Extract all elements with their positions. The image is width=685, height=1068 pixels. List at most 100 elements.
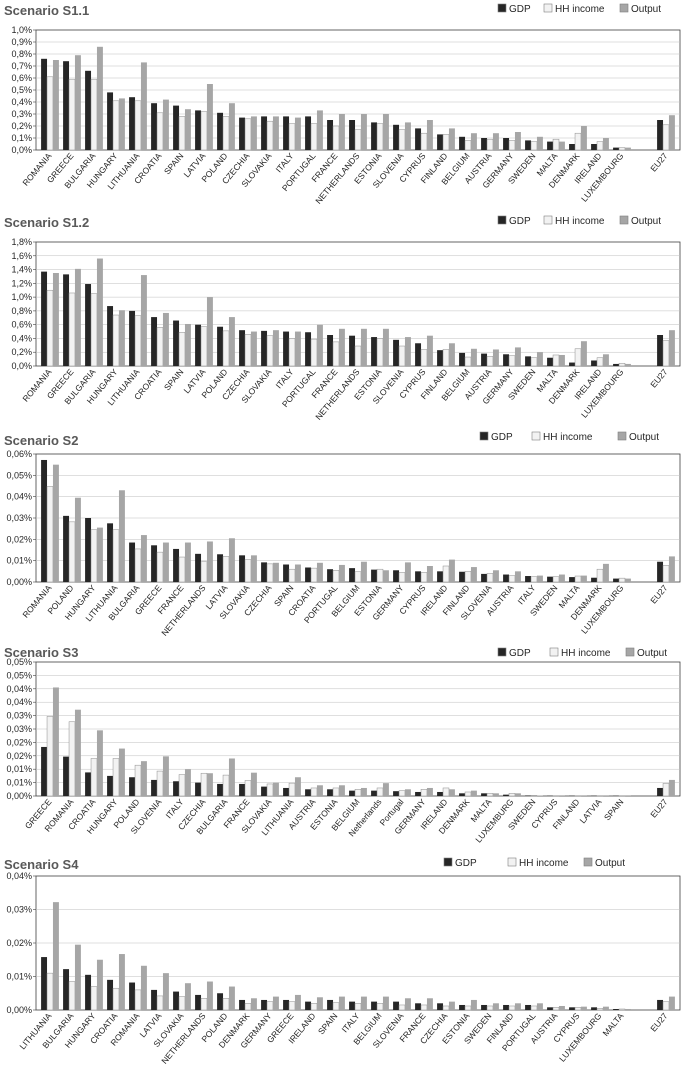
bar-hh-income-bulgaria (68, 981, 76, 1011)
bar-output-hungary (118, 310, 125, 366)
bar-hh-income-estonia (376, 568, 384, 583)
legend-item-output: Output (619, 3, 661, 15)
bar-hh-income-finland (464, 571, 472, 583)
bar-gdp-hungary (85, 974, 92, 1010)
legend-label: HH income (555, 216, 605, 227)
bar-gdp-slovenia (393, 339, 400, 366)
y-tick-label: 0,6% (11, 73, 32, 83)
bar-gdp-italy (283, 331, 290, 366)
legend-label: Output (595, 858, 625, 869)
bar-hh-income-spain (288, 568, 296, 583)
bar-hh-income-ireland (596, 141, 604, 151)
bar-gdp-sweden (525, 795, 532, 796)
bar-output-czechia (272, 562, 279, 582)
bar-hh-income-netherlands (354, 129, 362, 151)
bar-hh-income-belgium (376, 1003, 384, 1011)
x-category-label: ROMANIA (20, 583, 53, 620)
bar-output-czechia (206, 773, 213, 796)
bar-gdp-bulgaria (85, 284, 92, 366)
bar-output-cyprus (426, 120, 433, 150)
bar-hh-income-austria (508, 575, 516, 583)
bar-output-eu27 (668, 996, 675, 1010)
bar-gdp-malta (547, 141, 554, 150)
bar-output-hungary (96, 527, 103, 582)
legend-label: Output (631, 216, 661, 227)
y-tick-label: 1,8% (11, 237, 32, 247)
bar-output-belgium (360, 787, 367, 796)
bar-output-czechia (250, 116, 257, 150)
bar-output-romania (74, 709, 81, 796)
bar-gdp-lithuania (41, 957, 48, 1010)
bar-hh-income-czechia (442, 1005, 450, 1011)
bar-gdp-netherlands (349, 120, 356, 150)
bar-hh-income-latvia (200, 326, 208, 367)
bar-output-netherlands (206, 981, 213, 1010)
bar-gdp-lithuania (107, 523, 114, 582)
bar-hh-income-eu27 (662, 783, 670, 797)
bar-hh-income-greece (46, 716, 54, 797)
bar-gdp-greece (151, 545, 158, 582)
bar-gdp-eu27 (657, 787, 664, 796)
bar-gdp-austria (503, 574, 510, 582)
bar-gdp-latvia (195, 110, 202, 150)
bar-output-luxembourg (624, 147, 631, 150)
bar-hh-income-france (244, 780, 252, 797)
bar-gdp-belgium (459, 352, 466, 366)
bar-output-austria (492, 133, 499, 150)
bar-output-france (250, 772, 257, 796)
bar-hh-income-italy (288, 123, 296, 151)
bar-hh-income-portugal (398, 790, 406, 797)
bar-gdp-portugal (327, 569, 334, 582)
bar-hh-income-sweden (530, 141, 538, 151)
bar-gdp-croatia (85, 772, 92, 796)
bar-hh-income-eu27 (662, 124, 670, 151)
bar-hh-income-denmark (574, 348, 582, 367)
bar-output-malta (558, 141, 565, 150)
legend-item-hh-income: HH income (507, 857, 569, 869)
bar-output-belgium (470, 133, 477, 150)
bar-hh-income-romania (134, 989, 142, 1011)
bar-gdp-germany (415, 791, 422, 796)
bar-hh-income-austria (552, 1007, 560, 1011)
bar-output-ireland (448, 789, 455, 796)
chart-title: Scenario S4 (4, 857, 79, 872)
y-tick-label: 0,05% (6, 657, 32, 667)
bar-gdp-romania (41, 459, 48, 582)
bar-output-denmark (250, 998, 257, 1010)
bar-output-poland (74, 497, 81, 582)
bar-hh-income-portugal (530, 1005, 538, 1011)
bar-hh-income-croatia (156, 112, 164, 151)
y-tick-label: 0,04% (6, 492, 32, 502)
bar-gdp-sweden (525, 140, 532, 150)
bar-hh-income-ireland (442, 565, 450, 583)
y-tick-label: 0,4% (11, 333, 32, 343)
bar-hh-income-hungary (90, 986, 98, 1011)
bar-gdp-ireland (437, 571, 444, 582)
bar-output-slovenia (162, 756, 169, 796)
bar-gdp-luxemburg (503, 794, 510, 796)
bar-output-portugal (316, 110, 323, 150)
bar-output-portugal (536, 1003, 543, 1010)
bar-output-spain (338, 996, 345, 1010)
bar-hh-income-slovenia (398, 345, 406, 367)
bar-gdp-croatia (151, 103, 158, 150)
legend-item-hh-income: HH income (543, 3, 605, 15)
bar-gdp-malta (547, 357, 554, 366)
bar-output-cyprus (426, 566, 433, 582)
bar-hh-income-eu27 (662, 565, 670, 583)
bar-hh-income-portugal (310, 123, 318, 151)
legend-label: Output (629, 432, 659, 443)
bar-output-poland (228, 103, 235, 150)
bar-output-malta (492, 793, 499, 796)
bar-gdp-greece (283, 999, 290, 1010)
bar-output-luxembourg (624, 363, 631, 366)
bar-output-bulgaria (74, 944, 81, 1010)
bar-gdp-finland (459, 571, 466, 582)
bar-hh-income-finland (508, 1005, 516, 1011)
bar-gdp-poland (217, 993, 224, 1010)
bar-hh-income-france (178, 556, 186, 583)
bar-output-portugal (404, 789, 411, 796)
bar-hh-income-france (420, 1004, 428, 1011)
chart-scenario-s2: Scenario S2 GDP HH income Output 0,00% 0,01% 0… (4, 431, 681, 638)
bar-output-romania (52, 464, 59, 582)
